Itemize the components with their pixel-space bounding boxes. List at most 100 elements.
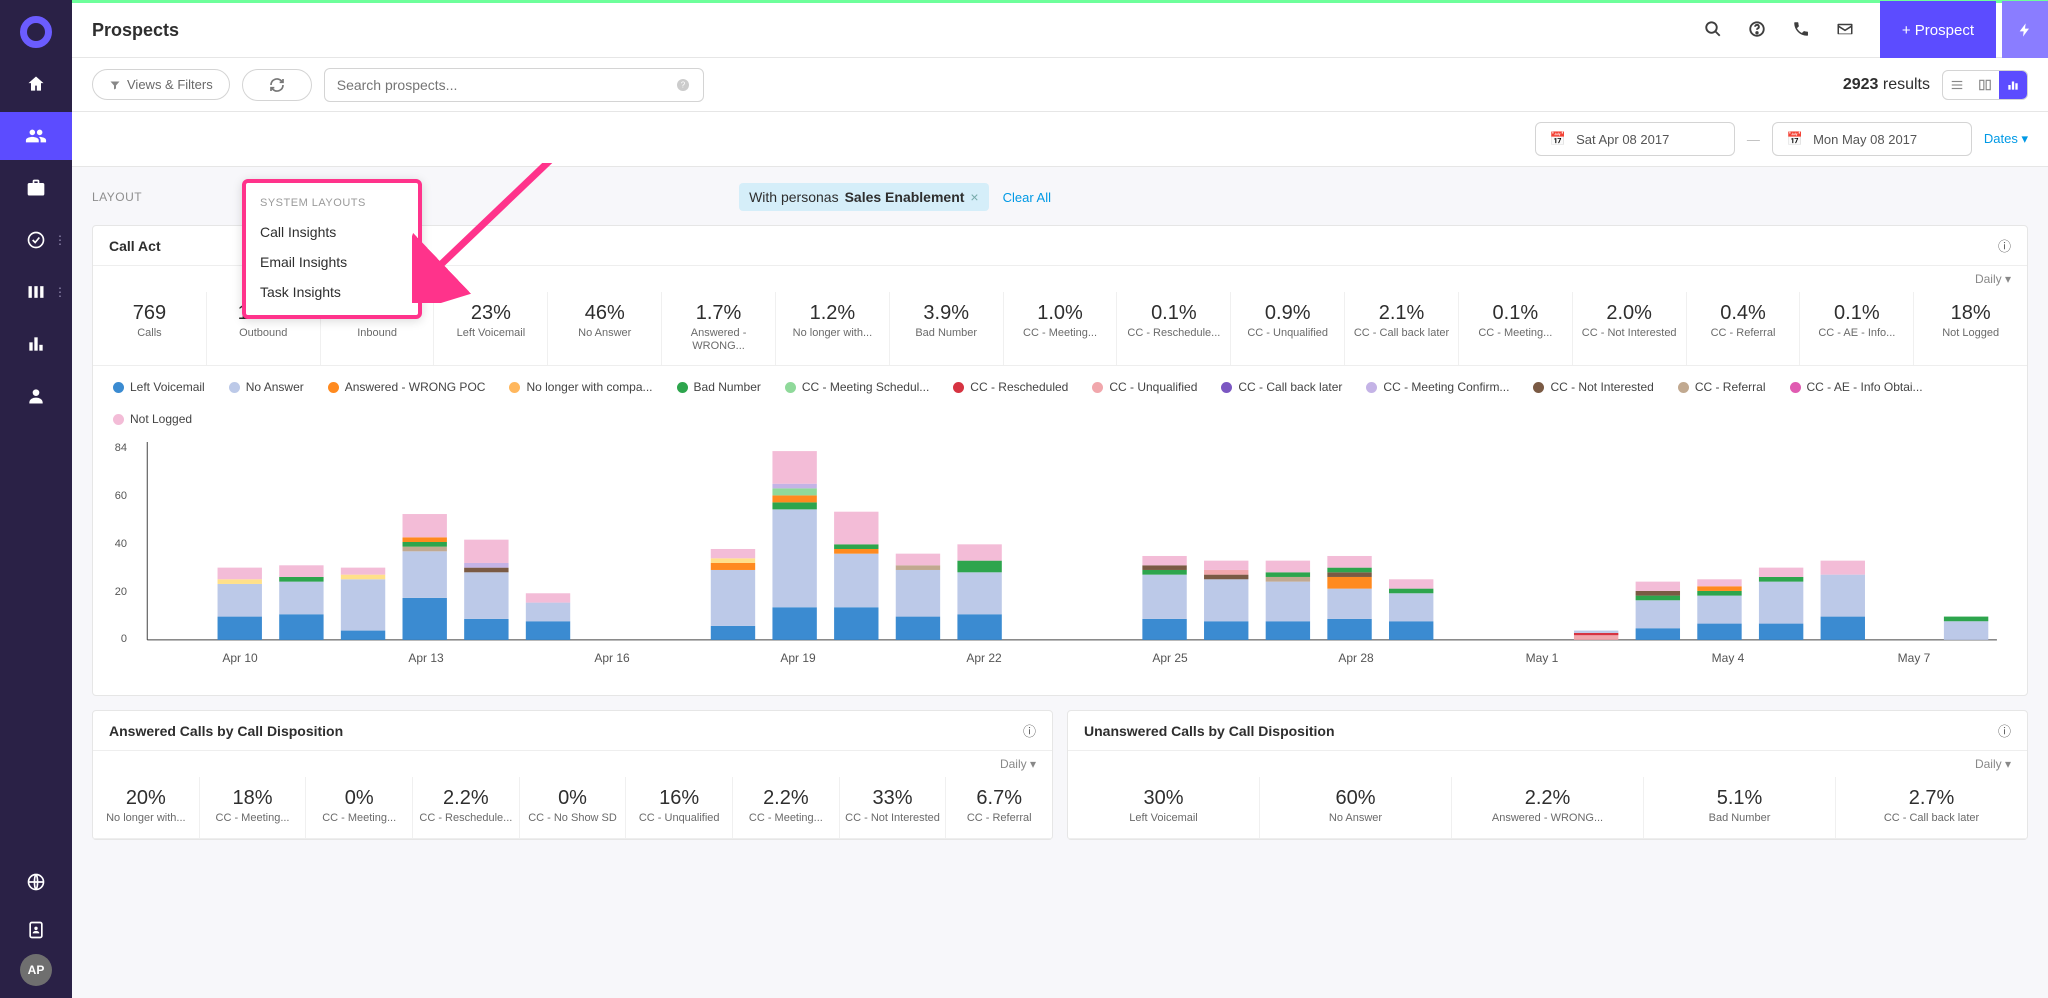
metric-cell[interactable]: 0.9%CC - Unqualified [1231, 292, 1345, 365]
metric-cell[interactable]: 16%CC - Unqualified [626, 777, 733, 837]
metric-cell[interactable]: 0.1%CC - Reschedule... [1117, 292, 1231, 365]
results-count: 2923 results [1843, 76, 1930, 94]
metric-cell[interactable]: 0.1%CC - Meeting... [1459, 292, 1573, 365]
metric-cell[interactable]: 5.1%Bad Number [1644, 777, 1836, 837]
metric-cell[interactable]: 20%No longer with... [93, 777, 200, 837]
bolt-button[interactable] [2002, 1, 2048, 59]
more-dots-icon[interactable]: ⋮ [54, 285, 66, 299]
search-input-wrapper: ? [324, 68, 704, 102]
metric-cell[interactable]: 0%CC - Meeting... [306, 777, 413, 837]
start-date-picker[interactable]: 📅Sat Apr 08 2017 [1535, 122, 1735, 156]
page-title: Prospects [92, 20, 179, 41]
metric-cell[interactable]: 23%Left Voicemail [434, 292, 548, 365]
chart-view-button[interactable] [1999, 71, 2027, 99]
legend-item[interactable]: No Answer [229, 380, 304, 394]
sidebar-contacts[interactable] [0, 906, 72, 954]
legend-item[interactable]: Answered - WRONG POC [328, 380, 486, 394]
legend-item[interactable]: CC - AE - Info Obtai... [1790, 380, 1923, 394]
legend-item[interactable]: CC - Rescheduled [953, 380, 1068, 394]
search-input[interactable] [337, 77, 675, 93]
metric-cell[interactable]: 6.7%CC - Referral [946, 777, 1052, 837]
metric-cell[interactable]: 0%CC - No Show SD [520, 777, 627, 837]
sidebar-accounts[interactable] [0, 164, 72, 212]
kanban-view-button[interactable] [1971, 71, 1999, 99]
layout-row: LAYOUT SYSTEM LAYOUTS Call InsightsEmail… [92, 183, 2028, 211]
legend-item[interactable]: Left Voicemail [113, 380, 205, 394]
info-icon[interactable]: ⓘ [1023, 721, 1036, 740]
metric-cell[interactable]: 2.2%CC - Reschedule... [413, 777, 520, 837]
info-icon[interactable]: ⓘ [1998, 721, 2011, 740]
legend-item[interactable]: CC - Call back later [1221, 380, 1342, 394]
legend-item[interactable]: CC - Not Interested [1533, 380, 1653, 394]
sidebar-globe[interactable] [0, 858, 72, 906]
layout-option[interactable]: Task Insights [246, 277, 418, 307]
legend-item[interactable]: Not Logged [113, 412, 192, 426]
metric-cell[interactable]: 0.4%CC - Referral [1687, 292, 1801, 365]
metric-cell[interactable]: 1.2%No longer with... [776, 292, 890, 365]
frequency-dropdown[interactable]: Daily ▾ [1975, 272, 2011, 286]
metric-cell[interactable]: 1.0%CC - Meeting... [1004, 292, 1118, 365]
sidebar-home[interactable] [0, 60, 72, 108]
metric-cell[interactable]: 60%No Answer [1260, 777, 1452, 837]
search-help-icon[interactable]: ? [675, 77, 691, 93]
metric-cell[interactable]: 2.2%Answered - WRONG... [1452, 777, 1644, 837]
persona-chip[interactable]: With personas Sales Enablement × [739, 183, 989, 211]
answered-panel: Answered Calls by Call Disposition ⓘ Dai… [92, 710, 1053, 839]
metric-cell[interactable]: 18%CC - Meeting... [200, 777, 307, 837]
legend-item[interactable]: Bad Number [677, 380, 761, 394]
legend-item[interactable]: CC - Meeting Confirm... [1366, 380, 1509, 394]
metric-cell[interactable]: 33%CC - Not Interested [840, 777, 947, 837]
legend-item[interactable]: No longer with compa... [509, 380, 652, 394]
layout-dropdown: SYSTEM LAYOUTS Call InsightsEmail Insigh… [242, 179, 422, 319]
clear-all-link[interactable]: Clear All [1003, 190, 1051, 205]
brand-logo[interactable] [20, 16, 52, 48]
envelope-icon[interactable] [1836, 20, 1854, 41]
date-separator: — [1747, 132, 1760, 147]
remove-chip-icon[interactable]: × [970, 189, 978, 205]
layout-option[interactable]: Call Insights [246, 217, 418, 247]
metric-cell[interactable]: 1.7%Answered - WRONG... [662, 292, 776, 365]
legend-item[interactable]: CC - Referral [1678, 380, 1766, 394]
sidebar-prospects[interactable] [0, 112, 72, 160]
metric-cell[interactable]: 3.9%Bad Number [890, 292, 1004, 365]
metric-cell[interactable]: 30%Left Voicemail [1068, 777, 1260, 837]
metric-cell[interactable]: 46%No Answer [548, 292, 662, 365]
more-dots-icon[interactable]: ⋮ [54, 233, 66, 247]
sidebar-tasks[interactable]: ⋮ [0, 216, 72, 264]
topbar: Prospects + Prospect [72, 0, 2048, 58]
user-avatar[interactable]: AP [20, 954, 52, 986]
end-date-picker[interactable]: 📅Mon May 08 2017 [1772, 122, 1972, 156]
dates-dropdown[interactable]: Dates ▾ [1984, 131, 2028, 147]
metric-cell[interactable]: 2.7%CC - Call back later [1836, 777, 2027, 837]
toolbar: Views & Filters ? 2923 results [72, 58, 2048, 112]
refresh-button[interactable] [242, 69, 312, 101]
add-prospect-button[interactable]: + Prospect [1880, 1, 1996, 59]
metric-cell[interactable]: 769Calls [93, 292, 207, 365]
metric-cell[interactable]: 2.0%CC - Not Interested [1573, 292, 1687, 365]
legend-item[interactable]: CC - Meeting Schedul... [785, 380, 929, 394]
calendar-icon: 📅 [1787, 131, 1803, 147]
list-view-button[interactable] [1943, 71, 1971, 99]
svg-text:?: ? [681, 80, 686, 89]
frequency-dropdown[interactable]: Daily ▾ [1000, 757, 1036, 771]
calendar-icon: 📅 [1550, 131, 1566, 147]
views-filters-button[interactable]: Views & Filters [92, 69, 230, 100]
layout-option[interactable]: Email Insights [246, 247, 418, 277]
dropdown-header: SYSTEM LAYOUTS [246, 191, 418, 217]
metric-cell[interactable]: 0.1%CC - AE - Info... [1800, 292, 1914, 365]
main: Prospects + Prospect Views & Filters ? 2… [72, 0, 2048, 998]
metric-cell[interactable]: 18%Not Logged [1914, 292, 2027, 365]
sidebar-profile[interactable] [0, 372, 72, 420]
sidebar-reports[interactable] [0, 320, 72, 368]
phone-icon[interactable] [1792, 20, 1810, 41]
layout-label: LAYOUT [92, 190, 142, 204]
info-icon[interactable]: ⓘ [1998, 236, 2011, 255]
metric-cell[interactable]: 2.1%CC - Call back later [1345, 292, 1459, 365]
content: LAYOUT SYSTEM LAYOUTS Call InsightsEmail… [72, 167, 2048, 870]
frequency-dropdown[interactable]: Daily ▾ [1975, 757, 2011, 771]
sidebar-sequences[interactable]: ⋮ [0, 268, 72, 316]
metric-cell[interactable]: 2.2%CC - Meeting... [733, 777, 840, 837]
help-icon[interactable] [1748, 20, 1766, 41]
search-icon[interactable] [1704, 20, 1722, 41]
legend-item[interactable]: CC - Unqualified [1092, 380, 1197, 394]
